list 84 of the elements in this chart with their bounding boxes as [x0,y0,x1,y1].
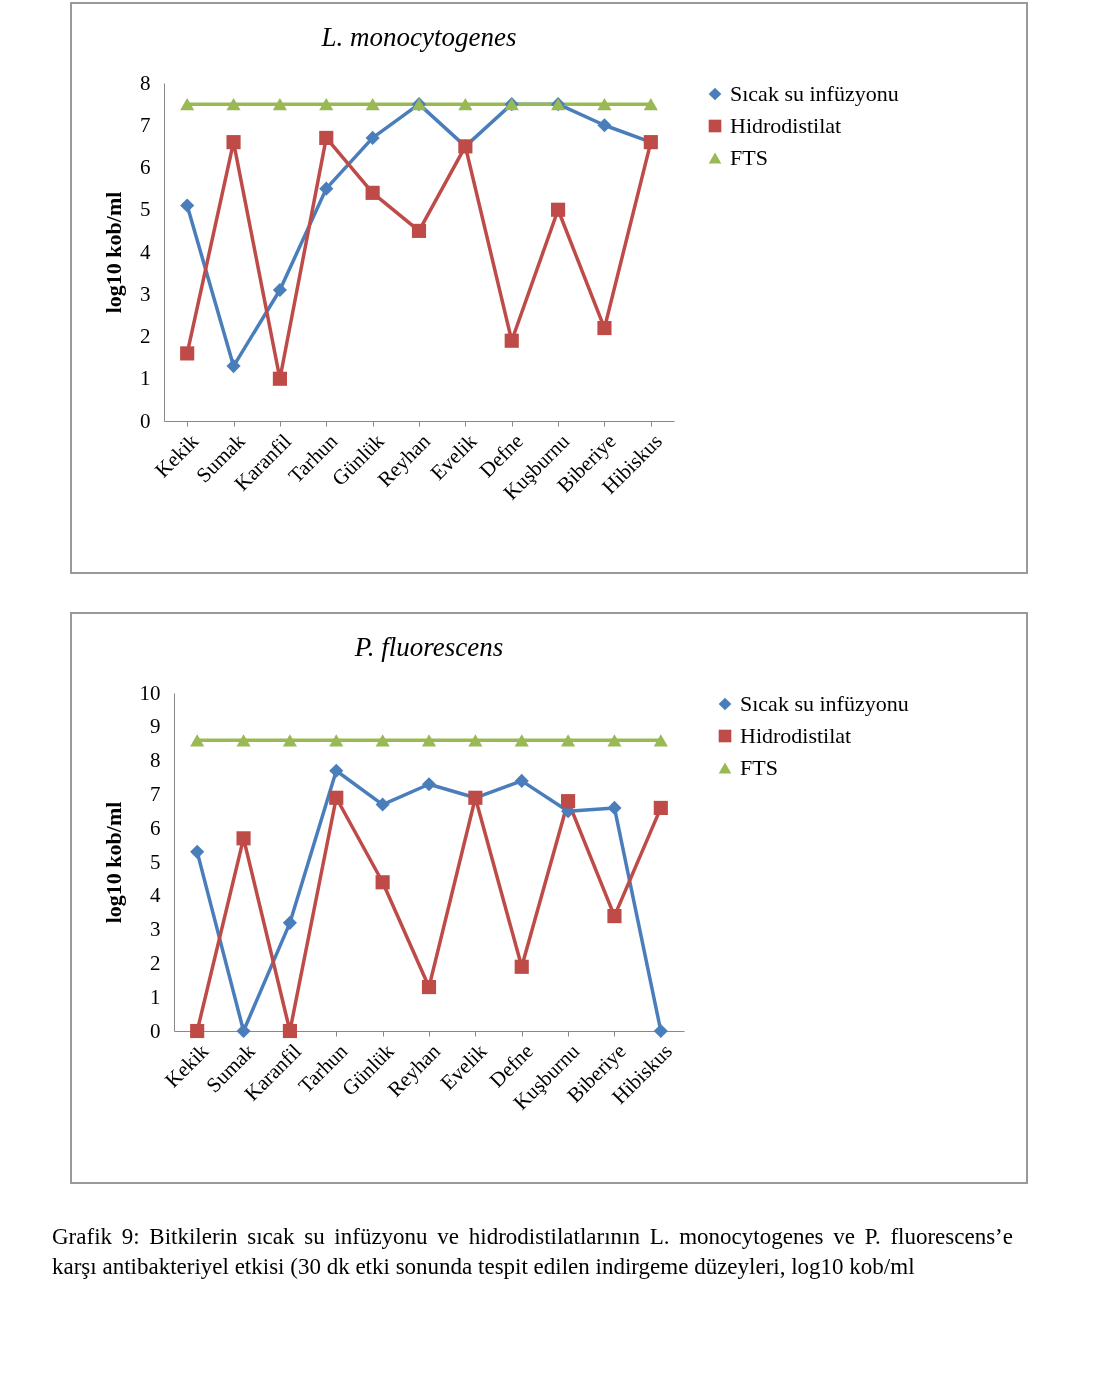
point [365,98,380,111]
point [190,1023,205,1039]
point [561,794,576,809]
legend-label: FTS [730,145,768,170]
point [329,790,344,805]
point [236,1023,251,1039]
point [375,797,390,812]
y-tick-label: 3 [150,917,161,942]
point [514,773,529,788]
point [504,333,519,348]
point [180,198,195,213]
point [561,734,576,747]
point [272,98,287,111]
point [180,98,195,111]
point [468,734,483,747]
point [319,181,334,196]
point [458,98,473,111]
y-tick-label: 8 [140,70,151,95]
point [514,959,529,974]
point [375,875,390,890]
point [226,98,241,111]
point [653,734,668,747]
point [226,135,241,150]
point [365,130,380,145]
y-axis-title: log10 kob/ml [100,801,126,924]
point [653,800,668,815]
y-tick-label: 1 [150,984,161,1009]
y-tick-label: 7 [150,781,161,806]
point [319,130,334,145]
y-tick-label: 7 [140,112,151,137]
point [272,282,287,298]
point [597,118,612,133]
y-tick-label: 4 [150,883,161,908]
point [272,371,287,386]
legend-label: Hidrodistilat [730,113,842,138]
point [597,320,612,336]
point [282,1023,297,1039]
legend-label: FTS [740,755,778,780]
point [329,734,344,747]
point [190,844,205,859]
y-tick-label: 8 [150,748,161,773]
point [551,202,566,217]
point [421,979,437,995]
y-axis-title: log10 kob/ml [101,191,126,314]
y-tick-label: 2 [140,324,151,348]
chart-title: L. monocytogenes [320,22,517,52]
point [607,800,622,815]
y-tick-label: 6 [140,155,151,179]
point [375,734,390,747]
point [411,223,427,238]
y-tick-label: 4 [140,239,151,264]
y-tick-label: 9 [150,714,161,739]
legend-label: Hidrodistilat [740,723,852,748]
point [365,185,380,200]
point [597,98,612,111]
point [329,763,344,778]
point [607,734,622,747]
point [282,734,297,747]
point [421,734,437,747]
y-tick-label: 6 [150,815,161,840]
y-tick-label: 0 [150,1018,161,1043]
point [643,98,658,111]
legend-label: Sıcak su infüzyonu [740,691,909,716]
point [190,734,205,747]
point [514,734,529,747]
point [226,359,241,374]
y-tick-label: 5 [140,197,151,222]
point [236,831,251,846]
point [180,346,195,361]
y-tick-label: 5 [150,849,161,874]
y-tick-label: 2 [150,950,161,975]
y-tick-label: 0 [140,408,151,433]
text: Grafik 9: Bitkilerin sıcak su infüzyonu ve hidrodistilatlarının L. monocytogenes ve P. fluorescens’e karşı antibakteriyel etkisi (30 dk etki sonunda tespit edilen indirgeme düzeyleri, log10 kob/ml [52,1223,1013,1281]
y-tick-label: 3 [140,281,151,306]
chart-title: P. fluorescens [353,632,504,662]
legend-label: Sıcak su infüzyonu [730,81,899,106]
point [282,915,297,930]
point [236,734,251,747]
point [319,98,334,111]
point [607,909,622,924]
y-tick-label: 10 [139,680,161,705]
point [421,777,437,792]
point [653,1023,668,1039]
y-tick-label: 1 [140,366,151,391]
